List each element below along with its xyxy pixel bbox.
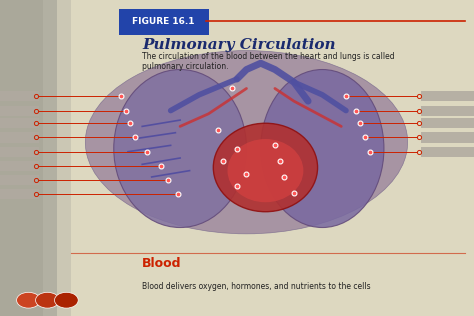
FancyBboxPatch shape [421,132,474,143]
FancyBboxPatch shape [421,106,474,116]
Circle shape [36,292,59,308]
FancyBboxPatch shape [0,189,39,199]
FancyBboxPatch shape [57,0,474,316]
FancyBboxPatch shape [0,0,57,316]
Circle shape [55,292,78,308]
FancyBboxPatch shape [421,147,474,157]
Ellipse shape [261,70,384,228]
Text: Pulmonary Circulation: Pulmonary Circulation [142,38,336,52]
Text: Blood: Blood [142,257,182,270]
Ellipse shape [85,51,408,234]
Text: FIGURE 16.1: FIGURE 16.1 [132,17,195,26]
Ellipse shape [228,139,303,202]
FancyBboxPatch shape [421,91,474,101]
Text: The circulation of the blood between the heart and lungs is called
pulmonary cir: The circulation of the blood between the… [142,52,395,71]
FancyBboxPatch shape [0,132,39,143]
FancyBboxPatch shape [118,9,209,35]
Ellipse shape [114,70,246,228]
FancyBboxPatch shape [43,0,71,316]
FancyBboxPatch shape [0,91,39,101]
FancyBboxPatch shape [0,161,39,171]
FancyBboxPatch shape [421,118,474,128]
FancyBboxPatch shape [0,106,39,116]
FancyBboxPatch shape [0,175,39,185]
Text: Blood delivers oxygen, hormones, and nutrients to the cells: Blood delivers oxygen, hormones, and nut… [142,282,371,291]
Ellipse shape [213,123,318,212]
FancyBboxPatch shape [0,147,39,157]
FancyBboxPatch shape [0,118,39,128]
Circle shape [17,292,40,308]
